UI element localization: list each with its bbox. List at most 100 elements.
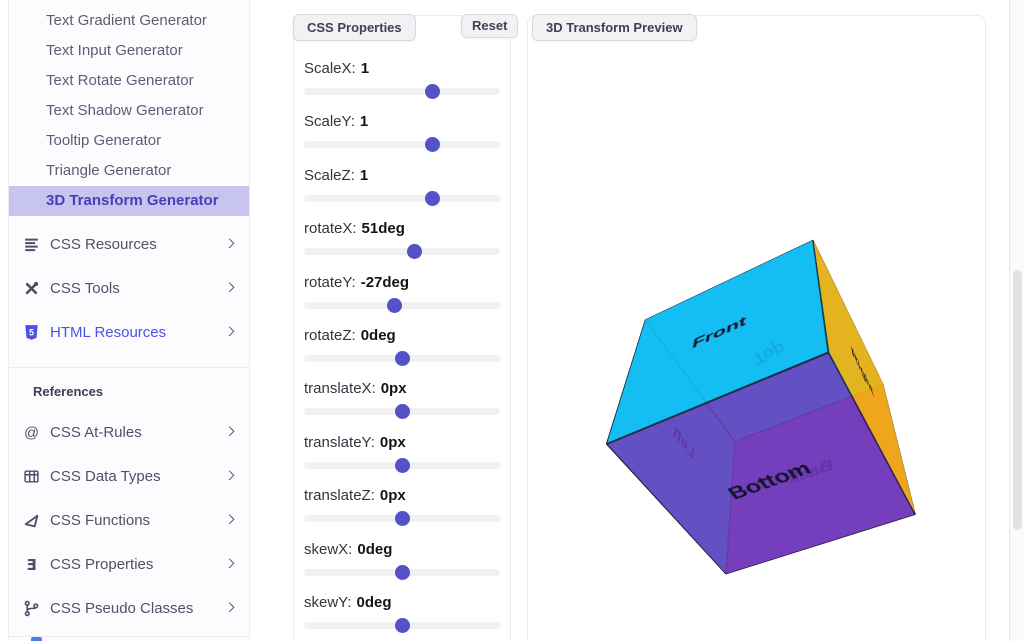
- slider-value: 51deg: [361, 220, 405, 238]
- sidebar-item-css-at-rules[interactable]: @ CSS At-Rules: [9, 410, 249, 454]
- slider-translatey: translateY: 0px: [304, 432, 500, 485]
- section-item-label: HTML Resources: [50, 323, 167, 341]
- at-sign-icon: @: [23, 424, 40, 441]
- slider-name: ScaleY:: [304, 113, 355, 131]
- slider-skewy: skewY: 0deg: [304, 592, 500, 641]
- slider-rotatey: rotateY: -27deg: [304, 272, 500, 325]
- sidebar-item-css-tools[interactable]: CSS Tools: [9, 266, 249, 310]
- chevron-right-icon: [224, 558, 235, 569]
- chevron-right-icon: [224, 238, 235, 249]
- svg-text:@: @: [24, 425, 39, 441]
- scrollbar[interactable]: [1009, 0, 1024, 641]
- slider-thumb[interactable]: [394, 511, 410, 527]
- sidebar-item-html-resources[interactable]: 5 HTML Resources: [9, 310, 249, 354]
- slider-track[interactable]: [304, 190, 500, 206]
- slider-translatez: translateZ: 0px: [304, 485, 500, 538]
- sidebar-item-3d-transform-generator[interactable]: 3D Transform Generator: [9, 186, 249, 216]
- html5-icon: 5: [23, 324, 40, 341]
- slider-name: translateZ:: [304, 487, 375, 505]
- preview-card: Front Back Right Left Top Bottom: [527, 15, 986, 641]
- generator-item-label: 3D Transform Generator: [46, 192, 219, 209]
- generator-item-label: Text Gradient Generator: [46, 12, 207, 29]
- slider-thumb[interactable]: [387, 297, 403, 313]
- slider-thumb[interactable]: [425, 137, 441, 153]
- slider-skewx: skewX: 0deg: [304, 539, 500, 592]
- sidebar-item-css-data-types[interactable]: CSS Data Types: [9, 454, 249, 498]
- slider-name: skewY:: [304, 593, 352, 611]
- section-item-label: CSS Tools: [50, 279, 120, 297]
- chevron-right-icon: [224, 602, 235, 613]
- section-item-label: CSS Resources: [50, 235, 157, 253]
- svg-text:5: 5: [29, 327, 34, 337]
- slider-track[interactable]: [304, 297, 500, 313]
- generator-item-label: Text Shadow Generator: [46, 102, 204, 119]
- slider-track[interactable]: [304, 404, 500, 420]
- branch-icon: [23, 600, 40, 617]
- tools-icon: [23, 280, 40, 297]
- reset-button[interactable]: Reset: [461, 14, 519, 38]
- slider-track[interactable]: [304, 617, 500, 633]
- chevron-right-icon: [224, 470, 235, 481]
- slider-track[interactable]: [304, 457, 500, 473]
- slider-track[interactable]: [304, 244, 500, 260]
- sidebar-divider-bottom: [9, 636, 249, 637]
- slider-value: 0px: [380, 380, 407, 398]
- section-item-label: CSS Pseudo Classes: [50, 599, 194, 617]
- sidebar-item-css-functions[interactable]: CSS Functions: [9, 498, 249, 542]
- slider-thumb[interactable]: [394, 404, 410, 420]
- slider-thumb[interactable]: [394, 350, 410, 366]
- slider-track[interactable]: [304, 137, 500, 153]
- cube-face-label: Right: [850, 342, 875, 401]
- svg-text:Ǝ: Ǝ: [26, 556, 36, 573]
- sidebar-item-text-input-generator[interactable]: Text Input Generator: [9, 36, 249, 66]
- slider-scaley: ScaleY: 1: [304, 111, 500, 164]
- slider-name: ScaleX:: [304, 60, 356, 77]
- css-properties-panel-title: CSS Properties: [293, 14, 416, 41]
- cube-scene: Front Back Right Left Top Bottom: [605, 239, 916, 575]
- references-list: @ CSS At-Rules CSS Data Types CSS Functi…: [9, 399, 249, 630]
- section-item-label: CSS Data Types: [50, 467, 161, 485]
- slider-thumb[interactable]: [407, 244, 423, 260]
- sidebar-divider: [9, 367, 249, 368]
- slider-value: 0px: [379, 487, 406, 505]
- sidebar-item-triangle-generator[interactable]: Triangle Generator: [9, 156, 249, 186]
- slider-value: 1: [359, 113, 369, 131]
- slider-value: 1: [359, 166, 369, 184]
- sidebar-item-css-resources[interactable]: CSS Resources: [9, 222, 249, 266]
- slider-name: translateY:: [304, 433, 375, 451]
- slider-track[interactable]: [304, 350, 500, 366]
- sidebar-item-text-shadow-generator[interactable]: Text Shadow Generator: [9, 96, 249, 126]
- sidebar-item-css-pseudo-classes[interactable]: CSS Pseudo Classes: [9, 586, 249, 630]
- generator-item-label: Text Input Generator: [46, 42, 183, 59]
- slider-track[interactable]: [304, 84, 500, 99]
- slider-thumb[interactable]: [425, 84, 441, 99]
- sidebar-item-tooltip-generator[interactable]: Tooltip Generator: [9, 126, 249, 156]
- slider-track[interactable]: [304, 564, 500, 580]
- chevron-right-icon: [224, 282, 235, 293]
- slider-thumb[interactable]: [425, 190, 441, 206]
- css3-icon: Ǝ: [23, 556, 40, 573]
- slider-thumb[interactable]: [394, 617, 410, 633]
- scrollbar-thumb[interactable]: [1013, 270, 1022, 530]
- slider-thumb[interactable]: [394, 564, 410, 580]
- chevron-right-icon: [224, 426, 235, 437]
- sliders-container: ScaleX: 1 ScaleY: 1 ScaleZ: 1 rotateX: 51deg…: [294, 16, 510, 641]
- slider-thumb[interactable]: [394, 457, 410, 473]
- sidebar-item-text-rotate-generator[interactable]: Text Rotate Generator: [9, 66, 249, 96]
- sidebar-item-text-gradient-generator[interactable]: Text Gradient Generator: [9, 6, 249, 36]
- list-lines-icon: [23, 236, 40, 253]
- table-icon: [23, 468, 40, 485]
- slider-track[interactable]: [304, 511, 500, 527]
- generator-list: Text Gradient Generator Text Input Gener…: [9, 0, 249, 216]
- section-item-label: CSS Functions: [50, 511, 151, 529]
- slider-value: 0deg: [360, 326, 396, 344]
- sidebar-item-css-properties[interactable]: Ǝ CSS Properties: [9, 542, 249, 586]
- sidebar: Text Gradient Generator Text Input Gener…: [8, 0, 250, 641]
- chevron-right-icon: [224, 514, 235, 525]
- slider-name: rotateX:: [304, 220, 357, 238]
- preview-panel-title: 3D Transform Preview: [532, 14, 697, 41]
- function-triangle-icon: [23, 512, 40, 529]
- slider-value: -27deg: [360, 273, 410, 291]
- section-item-label: CSS At-Rules: [50, 423, 142, 441]
- generator-item-label: Triangle Generator: [46, 162, 172, 179]
